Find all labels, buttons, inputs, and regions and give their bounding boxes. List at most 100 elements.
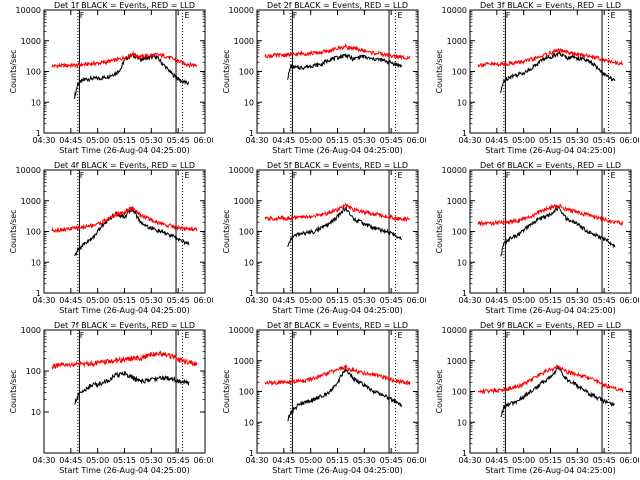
y-axis-label: Counts/sec <box>435 49 444 93</box>
events-series-line <box>500 365 615 418</box>
interval-mark-label: F <box>506 171 511 180</box>
interval-mark-label: F <box>293 11 298 20</box>
interval-mark-label: E <box>397 171 402 180</box>
x-axis-label: Start Time (26-Aug-04 04:25:00) <box>485 306 616 315</box>
y-tick-label: 10 <box>244 258 254 267</box>
plot-frame <box>469 169 632 294</box>
y-tick-label: 1000 <box>234 37 254 46</box>
y-tick-label: 1 <box>462 449 467 458</box>
plot-frame <box>43 329 206 454</box>
x-tick-label: 05:15 <box>326 456 349 465</box>
y-axis-label: Counts/sec <box>435 369 444 413</box>
y-tick-label: 1000 <box>21 197 41 206</box>
interval-mark-label: E <box>184 331 189 340</box>
x-tick-label: 06:00 <box>406 456 426 465</box>
x-tick-label: 04:30 <box>32 296 55 305</box>
detector-panel: Det 6f BLACK = Events, RED = LLD F E 1 10 100… <box>426 160 639 320</box>
interval-mark-label: F <box>506 11 511 20</box>
detector-panel: Det 8f BLACK = Events, RED = LLD F E 1 10 100… <box>213 320 426 480</box>
plot-frame <box>256 9 419 134</box>
chart-title: Det 5f BLACK = Events, RED = LLD <box>267 161 408 170</box>
y-tick-label: 100 <box>452 228 467 237</box>
x-tick-label: 04:30 <box>32 456 55 465</box>
y-tick-label: 1 <box>36 289 41 298</box>
x-tick-label: 05:00 <box>86 136 109 145</box>
lld-series-line <box>264 43 411 61</box>
y-tick-label: 10000 <box>442 166 467 175</box>
y-tick-label: 10000 <box>229 326 254 335</box>
x-tick-label: 05:30 <box>566 456 589 465</box>
x-tick-label: 04:45 <box>59 456 82 465</box>
chart-title: Det 3f BLACK = Events, RED = LLD <box>480 1 621 10</box>
x-tick-label: 05:45 <box>167 296 190 305</box>
detector-panel: Det 4f BLACK = Events, RED = LLD F E 1 10 100… <box>0 160 213 320</box>
lld-series-line <box>477 364 624 395</box>
x-tick-label: 05:00 <box>512 136 535 145</box>
chart-title: Det 6f BLACK = Events, RED = LLD <box>480 161 621 170</box>
y-tick-label: 100 <box>26 228 41 237</box>
plot-frame <box>43 169 206 294</box>
x-tick-label: 05:00 <box>299 296 322 305</box>
x-tick-label: 05:30 <box>140 136 163 145</box>
x-tick-label: 04:45 <box>59 296 82 305</box>
chart-title: Det 1f BLACK = Events, RED = LLD <box>54 1 195 10</box>
events-series-line <box>74 208 190 257</box>
plot-frame <box>469 9 632 134</box>
x-tick-label: 05:00 <box>299 136 322 145</box>
y-axis-label: Counts/sec <box>222 369 231 413</box>
y-tick-label: 10 <box>244 98 254 107</box>
y-tick-label: 1 <box>462 129 467 138</box>
x-tick-label: 05:30 <box>566 296 589 305</box>
x-tick-label: 05:45 <box>167 136 190 145</box>
y-tick-label: 1 <box>36 129 41 138</box>
events-series-line <box>74 370 190 405</box>
y-axis-label: Counts/sec <box>222 49 231 93</box>
x-tick-label: 06:00 <box>193 456 213 465</box>
interval-mark-label: F <box>293 171 298 180</box>
plot-frame <box>256 329 419 454</box>
y-tick-label: 10000 <box>442 6 467 15</box>
x-axis-label: Start Time (26-Aug-04 04:25:00) <box>59 146 190 155</box>
y-tick-label: 1000 <box>21 326 41 335</box>
interval-mark-label: F <box>80 11 85 20</box>
interval-mark-label: E <box>397 11 402 20</box>
detector-panel: Det 7f BLACK = Events, RED = LLD F E 10 100 1… <box>0 320 213 480</box>
interval-mark-label: F <box>80 331 85 340</box>
x-tick-label: 05:00 <box>86 456 109 465</box>
x-tick-label: 04:45 <box>272 136 295 145</box>
x-tick-label: 05:30 <box>140 296 163 305</box>
x-tick-label: 05:00 <box>299 456 322 465</box>
x-tick-label: 04:30 <box>245 296 268 305</box>
lld-series-line <box>264 202 411 223</box>
x-tick-label: 06:00 <box>619 456 639 465</box>
plot-frame <box>43 9 206 134</box>
x-tick-label: 05:45 <box>380 136 403 145</box>
y-axis-label: Counts/sec <box>9 209 18 253</box>
interval-mark-label: F <box>80 171 85 180</box>
x-tick-label: 06:00 <box>619 296 639 305</box>
x-tick-label: 05:15 <box>113 136 136 145</box>
x-tick-label: 05:45 <box>380 296 403 305</box>
chart-title: Det 9f BLACK = Events, RED = LLD <box>480 321 621 330</box>
x-tick-label: 05:15 <box>326 296 349 305</box>
chart-title: Det 4f BLACK = Events, RED = LLD <box>54 161 195 170</box>
x-tick-label: 05:30 <box>353 456 376 465</box>
x-tick-label: 05:45 <box>167 456 190 465</box>
x-tick-label: 05:00 <box>512 296 535 305</box>
y-tick-label: 10000 <box>16 6 41 15</box>
events-series-line <box>74 52 190 100</box>
y-axis-label: Counts/sec <box>435 209 444 253</box>
y-tick-label: 1000 <box>447 37 467 46</box>
x-tick-label: 05:45 <box>380 456 403 465</box>
lld-series-line <box>51 50 198 69</box>
x-axis-label: Start Time (26-Aug-04 04:25:00) <box>272 466 403 475</box>
y-axis-label: Counts/sec <box>9 369 18 413</box>
x-tick-label: 04:45 <box>59 136 82 145</box>
y-tick-label: 10000 <box>442 326 467 335</box>
